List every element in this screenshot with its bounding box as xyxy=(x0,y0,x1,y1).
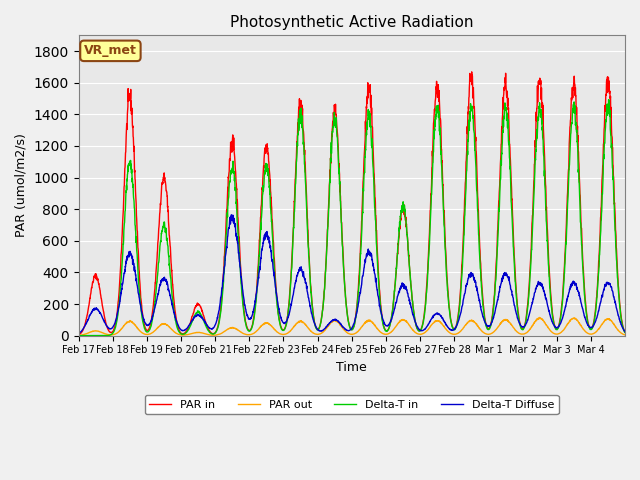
Delta-T in xyxy=(621,330,629,336)
PAR out xyxy=(385,331,392,336)
Delta-T Diffuse xyxy=(385,322,392,328)
PAR in xyxy=(547,297,555,303)
Delta-T Diffuse xyxy=(248,315,255,321)
PAR out xyxy=(547,329,555,335)
Delta-T Diffuse xyxy=(621,329,629,335)
PAR in xyxy=(614,266,621,272)
Delta-T in xyxy=(385,326,392,332)
Line: PAR in: PAR in xyxy=(79,72,625,335)
Delta-T in xyxy=(614,275,621,280)
PAR out xyxy=(621,332,629,338)
Delta-T Diffuse xyxy=(547,316,555,322)
Text: VR_met: VR_met xyxy=(84,44,137,57)
Delta-T in xyxy=(129,181,137,187)
Legend: PAR in, PAR out, Delta-T in, Delta-T Diffuse: PAR in, PAR out, Delta-T in, Delta-T Dif… xyxy=(145,395,559,414)
Delta-T Diffuse xyxy=(614,309,621,314)
PAR out xyxy=(129,320,137,326)
PAR out xyxy=(536,314,543,320)
Delta-T in xyxy=(516,323,524,328)
Line: Delta-T in: Delta-T in xyxy=(79,100,625,336)
Delta-T Diffuse xyxy=(516,322,524,327)
Delta-T in xyxy=(547,298,555,303)
Title: Photosynthetic Active Radiation: Photosynthetic Active Radiation xyxy=(230,15,474,30)
Delta-T in xyxy=(75,333,83,338)
Delta-T Diffuse xyxy=(129,258,137,264)
Delta-T Diffuse xyxy=(227,212,235,218)
PAR in xyxy=(621,329,629,335)
Delta-T in xyxy=(247,327,255,333)
PAR out xyxy=(247,332,255,337)
PAR in xyxy=(385,326,392,332)
PAR out xyxy=(614,326,621,332)
Y-axis label: PAR (umol/m2/s): PAR (umol/m2/s) xyxy=(15,133,28,238)
PAR in xyxy=(129,133,137,139)
PAR out xyxy=(75,333,83,338)
Delta-T Diffuse xyxy=(75,331,83,336)
Line: Delta-T Diffuse: Delta-T Diffuse xyxy=(79,215,625,334)
PAR in xyxy=(247,326,255,332)
Line: PAR out: PAR out xyxy=(79,317,625,336)
PAR in xyxy=(516,322,524,328)
PAR in xyxy=(468,69,476,75)
PAR out xyxy=(516,331,524,336)
PAR in xyxy=(75,332,83,338)
Delta-T in xyxy=(605,97,612,103)
X-axis label: Time: Time xyxy=(337,361,367,374)
